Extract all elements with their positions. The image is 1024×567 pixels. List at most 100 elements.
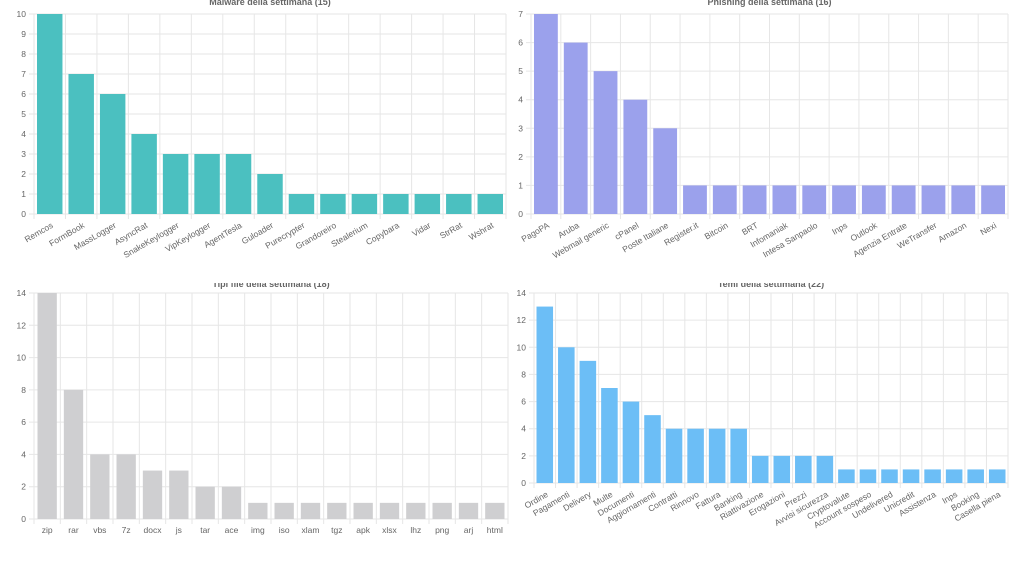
x-tick-label: apk xyxy=(356,525,370,535)
bar-erogazioni[interactable] xyxy=(773,455,791,483)
bar-avvisi-sicurezza[interactable] xyxy=(816,455,834,483)
y-tick-label: 0 xyxy=(21,514,26,524)
bar-account-sospeso[interactable] xyxy=(859,469,877,483)
bar-tar[interactable] xyxy=(195,486,215,519)
bar-copybara[interactable] xyxy=(383,194,409,214)
bar-wshrat[interactable] xyxy=(477,194,503,214)
bar-lhz[interactable] xyxy=(406,502,426,519)
y-tick-label: 8 xyxy=(21,385,26,395)
bar-iso[interactable] xyxy=(274,502,294,519)
bar-multe[interactable] xyxy=(601,388,618,483)
bar-vipkeylogger[interactable] xyxy=(194,154,220,214)
bar-xlsx[interactable] xyxy=(379,502,400,519)
bar-infomaniak[interactable] xyxy=(772,185,797,214)
bar-register-it[interactable] xyxy=(683,185,707,214)
bar-cryptovalute[interactable] xyxy=(838,469,855,483)
bar-masslogger[interactable] xyxy=(99,94,126,214)
y-tick-label: 1 xyxy=(518,180,523,190)
chart-phishing: Phishing della settimana (16) 0 1 2 3 4 5 6 7 Pag… xyxy=(512,0,1024,283)
bar-assistenza[interactable] xyxy=(924,469,941,483)
bar-inps[interactable] xyxy=(832,185,856,214)
x-tick-label: xlam xyxy=(302,525,320,535)
bar-casella-piena[interactable] xyxy=(988,469,1006,483)
bar-xlam[interactable] xyxy=(300,502,321,519)
bar-riattivazione[interactable] xyxy=(751,455,769,483)
x-tick-label: vbs xyxy=(93,525,106,535)
bar-documenti[interactable] xyxy=(622,401,640,483)
x-tick-label: docx xyxy=(144,525,163,535)
bar-formbook[interactable] xyxy=(68,74,94,214)
bar-rinnovo[interactable] xyxy=(687,428,704,483)
y-tick-label: 2 xyxy=(21,482,26,492)
bar-7z[interactable] xyxy=(116,454,136,519)
bar-webmail-generic[interactable] xyxy=(593,71,618,215)
bar-png[interactable] xyxy=(432,502,452,519)
x-tick-label: Amazon xyxy=(936,220,968,244)
bar-zip[interactable] xyxy=(37,293,57,519)
bar-grandoreiro[interactable] xyxy=(320,194,346,214)
chart-phishing-svg: Phishing della settimana (16) 0 1 2 3 4 5 6 7 Pag… xyxy=(518,0,1009,260)
bar-asyncrat[interactable] xyxy=(131,134,157,214)
bar-brt[interactable] xyxy=(742,185,767,214)
bar-banking[interactable] xyxy=(730,428,747,483)
y-tick-label: 10 xyxy=(17,9,27,19)
bar-poste-italiane[interactable] xyxy=(653,128,678,214)
bar-vidar[interactable] xyxy=(414,194,441,214)
bar-delivery[interactable] xyxy=(579,360,597,483)
bar-aggiornamenti[interactable] xyxy=(644,415,661,483)
y-tick-label: 6 xyxy=(521,397,526,407)
bar-prezzi[interactable] xyxy=(795,455,812,483)
bar-apk[interactable] xyxy=(353,502,373,519)
bar-wetransfer[interactable] xyxy=(921,185,946,214)
bar-guloader[interactable] xyxy=(257,174,283,214)
bar-fattura[interactable] xyxy=(708,428,726,483)
bar-stealerium[interactable] xyxy=(351,194,378,214)
bar-booking[interactable] xyxy=(967,469,984,483)
bar-ace[interactable] xyxy=(221,486,242,519)
bar-pagopa[interactable] xyxy=(534,14,558,214)
bar-pagamenti[interactable] xyxy=(558,347,575,483)
x-tick-label: png xyxy=(435,525,449,535)
bar-arj[interactable] xyxy=(458,502,479,519)
bar-img[interactable] xyxy=(248,502,268,519)
x-tick-label: html xyxy=(487,525,503,535)
x-tick-label: Vidar xyxy=(410,220,432,239)
bar-rar[interactable] xyxy=(63,389,84,519)
chart-title: Tipi file della settimana (18) xyxy=(212,283,329,289)
bar-vbs[interactable] xyxy=(90,454,110,519)
x-tick-label: xlsx xyxy=(382,525,397,535)
x-tick-label: 7z xyxy=(122,525,131,535)
x-tick-label: arj xyxy=(464,525,474,535)
y-tick-label: 12 xyxy=(17,320,27,330)
bar-outlook[interactable] xyxy=(861,185,886,214)
y-tick-label: 10 xyxy=(17,353,27,363)
bar-purecrypter[interactable] xyxy=(288,194,315,214)
bar-aruba[interactable] xyxy=(563,42,588,215)
bar-unicredit[interactable] xyxy=(902,469,920,483)
bar-intesa-sanpaolo[interactable] xyxy=(802,185,827,214)
bar-inps[interactable] xyxy=(945,469,963,483)
bar-agenzia-entrate[interactable] xyxy=(891,185,916,214)
bar-ordine[interactable] xyxy=(536,306,554,483)
bar-amazon[interactable] xyxy=(951,185,976,214)
x-tick-label: img xyxy=(251,525,265,535)
bar-nexi[interactable] xyxy=(981,185,1005,214)
bar-snakekeylogger[interactable] xyxy=(162,154,189,214)
y-tick-label: 12 xyxy=(517,315,527,325)
bar-docx[interactable] xyxy=(142,470,163,519)
bar-strrat[interactable] xyxy=(446,194,472,214)
bar-remcos[interactable] xyxy=(37,14,63,214)
bar-bitcoin[interactable] xyxy=(712,185,737,214)
bar-agenttesla[interactable] xyxy=(225,154,252,214)
chart-file-types: Tipi file della settimana (18) 0 2 4 6 8 10 12 1… xyxy=(0,283,512,567)
bar-tgz[interactable] xyxy=(327,502,347,519)
x-tick-label: zip xyxy=(42,525,53,535)
x-tick-label: lhz xyxy=(410,525,421,535)
chart-title: Phishing della settimana (16) xyxy=(707,0,831,7)
bar-contratti[interactable] xyxy=(665,428,683,483)
bar-undelivered[interactable] xyxy=(881,469,898,483)
bar-cpanel[interactable] xyxy=(623,99,648,214)
y-tick-label: 14 xyxy=(517,288,527,298)
bar-js[interactable] xyxy=(169,470,189,519)
bar-html[interactable] xyxy=(485,502,505,519)
